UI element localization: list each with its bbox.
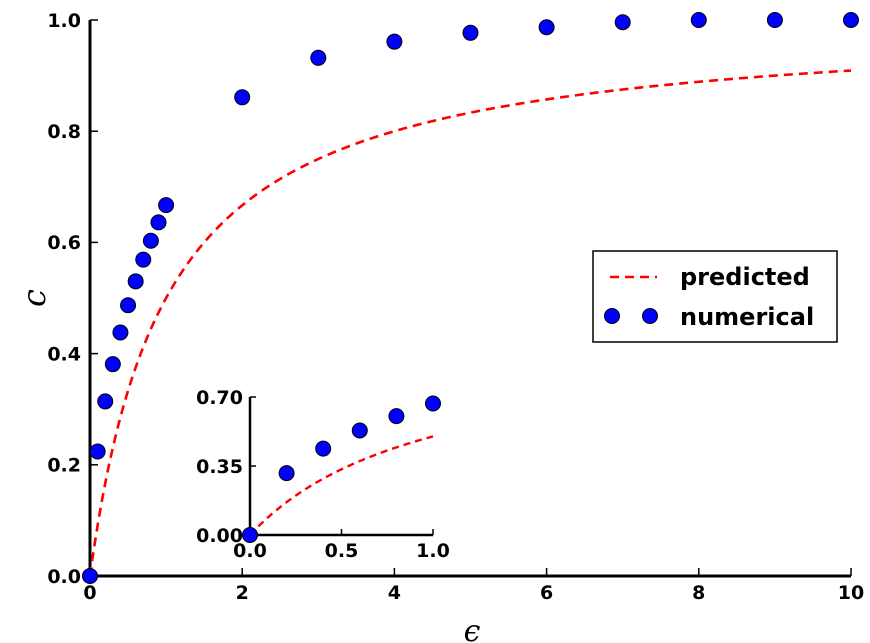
x-axis-title: ϵ [464,614,481,643]
numerical-point [234,89,251,106]
numerical-point [310,49,327,66]
inset-numerical-point [315,440,332,457]
y-tick-label: 0.2 [47,455,81,477]
numerical-point [150,214,167,231]
numerical-point [120,297,137,314]
inset-x-tick-label: 1.0 [416,540,450,562]
legend-numerical-marker [642,308,658,324]
numerical-point [112,324,129,341]
numerical-point [538,19,555,36]
numerical-point [158,197,175,214]
legend-box [592,250,838,343]
x-tick-label: 10 [838,582,864,604]
numerical-point [614,14,631,31]
numerical-point [104,356,121,373]
x-tick-label: 0 [83,582,96,604]
numerical-point [135,251,152,268]
inset-numerical-point [351,422,368,439]
numerical-point [142,232,159,249]
inset-plot: 0.0 0.5 1.0 0.00 0.35 0.70 [196,387,450,562]
inset-numerical-point [242,527,258,543]
numerical-point [766,12,783,28]
numerical-point [386,33,403,50]
inset-x-tick-label: 0.0 [233,540,267,562]
inset-y-tick-label: 0.00 [196,525,243,547]
y-tick-label: 0.8 [47,121,81,143]
predicted-curve [88,69,852,577]
legend-numerical-marker [604,308,620,324]
numerical-point [462,24,479,41]
y-tick-label: 0.6 [47,232,81,254]
y-tick-label: 1.0 [47,10,81,32]
numerical-point [690,12,707,28]
inset-numerical-point [425,395,441,412]
numerical-point [82,568,98,584]
numerical-point [843,12,859,28]
inset-numerical-point [388,408,405,425]
legend-numerical-label: numerical [680,303,814,331]
y-tick-label: 0.0 [47,566,81,588]
numerical-point [89,443,106,460]
inset-numerical-point [278,465,295,482]
x-tick-label: 8 [692,582,705,604]
x-tick-label: 2 [236,582,249,604]
x-tick-label: 4 [388,582,401,604]
numerical-point [127,273,144,290]
numerical-point [97,393,114,410]
legend: predicted numerical [592,250,838,343]
y-axis-title: c [15,289,53,307]
main-plot: 0 2 4 6 8 10 0.0 0.2 0.4 0.6 0.8 1.0 ϵ c [15,10,864,643]
inset-predicted-curve [249,435,434,536]
y-tick-label: 0.4 [47,343,81,365]
legend-predicted-label: predicted [680,263,810,291]
inset-y-tick-label: 0.35 [196,456,243,478]
inset-y-tick-label: 0.70 [196,387,243,409]
x-tick-label: 6 [540,582,553,604]
inset-x-tick-label: 0.5 [325,540,359,562]
